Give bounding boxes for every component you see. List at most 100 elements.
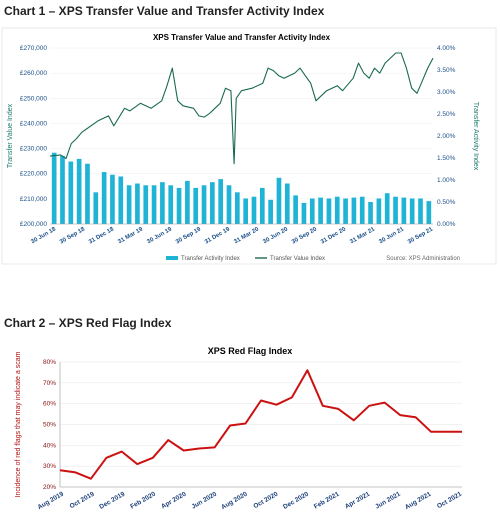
chart1-legend-line-label: Transfer Value Index xyxy=(270,256,325,262)
chart1-xtick: 31 Mar 20 xyxy=(233,226,260,245)
chart1-bar xyxy=(235,192,240,224)
chart1-title: XPS Transfer Value and Transfer Activity… xyxy=(153,33,331,42)
chart2-xtick: Feb 2020 xyxy=(129,490,157,510)
chart1-ytick-right: 1.00% xyxy=(437,177,456,184)
chart1-xtick: 30 Sep 20 xyxy=(291,226,319,245)
chart1-bar xyxy=(210,182,215,224)
chart1-bar xyxy=(268,199,273,224)
chart1-ytick-left: £210,000 xyxy=(20,196,47,203)
chart1-ytick-left: £260,000 xyxy=(20,70,47,77)
chart2-xtick: Oct 2020 xyxy=(252,490,279,510)
chart1-bar xyxy=(359,196,365,224)
chart1-xtick: 31 Mar 21 xyxy=(349,226,376,245)
chart2-ytick: 60% xyxy=(43,401,56,408)
chart1-bar xyxy=(85,163,90,224)
chart1-bar xyxy=(343,198,348,224)
chart1-bar xyxy=(409,198,415,224)
chart1-bar xyxy=(185,180,190,224)
chart1-ytick-left: £270,000 xyxy=(20,45,47,52)
chart1-frame xyxy=(1,27,497,265)
chart2-ytick: 30% xyxy=(43,463,56,470)
chart1-bar xyxy=(301,202,307,224)
chart2-heading: Chart 2 – XPS Red Flag Index xyxy=(4,316,172,330)
chart1-bar xyxy=(284,183,290,224)
chart1-bar xyxy=(226,185,232,224)
chart1-ytick-right: 3.00% xyxy=(437,89,456,96)
chart2-ytick: 70% xyxy=(43,380,56,387)
chart1-ytick-left: £230,000 xyxy=(20,146,47,153)
chart1-bar xyxy=(160,182,165,224)
chart2-xtick: Apr 2021 xyxy=(344,490,372,510)
chart2-xtick: Jun 2021 xyxy=(374,490,402,510)
chart1-xtick: 31 Mar 19 xyxy=(117,226,144,245)
chart1-xtick: 31 Dec 18 xyxy=(88,226,116,245)
chart1-heading: Chart 1 – XPS Transfer Value and Transfe… xyxy=(4,4,325,18)
chart1-bar xyxy=(176,187,182,224)
chart1-bar xyxy=(376,198,382,224)
chart1-bar xyxy=(93,192,99,224)
chart2-ytick: 40% xyxy=(43,442,56,449)
chart1-bar xyxy=(168,185,174,224)
chart1-legend-bar-swatch xyxy=(166,256,178,260)
chart1-bar xyxy=(318,197,323,224)
chart1-ytick-right: 0.50% xyxy=(437,199,456,206)
chart1-ylabel-right: Transfer Activity Index xyxy=(472,102,479,171)
chart2-svg: XPS Red Flag Index 20% 30% 40% 50% 60% 70% 80% I… xyxy=(15,346,463,511)
chart1-bar xyxy=(384,193,390,224)
chart1-ytick-right: 3.50% xyxy=(437,67,456,74)
chart2-xtick: Oct 2021 xyxy=(436,490,463,510)
chart1-ytick-right: 2.00% xyxy=(437,133,456,140)
chart1-bar xyxy=(201,185,207,224)
chart2-ylabel: Incidence of red flags that may indicate… xyxy=(15,351,22,497)
chart2-ytick: 80% xyxy=(43,359,56,366)
chart1-svg: XPS Transfer Value and Transfer Activity… xyxy=(1,27,497,265)
chart1-xtick: 31 Dec 19 xyxy=(204,226,232,245)
chart1-bar xyxy=(393,196,398,224)
chart1-xtick: 30 Jun 21 xyxy=(378,226,405,245)
chart1-bar xyxy=(143,185,149,224)
chart2-xtick: Oct 2019 xyxy=(69,490,96,510)
chart1-ytick-left: £200,000 xyxy=(20,221,47,228)
chart1-xtick: 30 Sep 21 xyxy=(407,226,435,245)
chart1-bar xyxy=(126,185,132,224)
chart1-bar xyxy=(193,187,199,224)
chart1-xtick: 30 Jun 20 xyxy=(262,226,289,245)
chart1-bar xyxy=(401,197,407,224)
chart1-bar xyxy=(135,183,140,224)
chart1-bar xyxy=(326,198,332,224)
chart1-bar xyxy=(60,155,65,224)
chart1-bar xyxy=(259,187,265,224)
chart2-xtick: Feb 2021 xyxy=(313,490,341,510)
chart1-bar xyxy=(418,198,423,224)
chart2-xtick: Dec 2020 xyxy=(282,490,310,510)
chart1-ytick-right: 0.00% xyxy=(437,221,456,228)
chart1-bar xyxy=(309,198,315,224)
chart1-ytick-right: 1.50% xyxy=(437,155,456,162)
chart1-bar xyxy=(101,172,107,224)
chart1-line-transfer-value xyxy=(49,52,434,165)
chart1-bar xyxy=(151,185,157,224)
chart2-xtick: Jun 2020 xyxy=(190,490,218,510)
chart1-bar xyxy=(351,197,357,224)
chart1-ytick-left: £220,000 xyxy=(20,171,47,178)
chart1-bar xyxy=(426,201,432,224)
chart1-bar xyxy=(51,152,57,224)
chart2-title: XPS Red Flag Index xyxy=(208,346,293,356)
chart1-legend-bar-label: Transfer Activity Index xyxy=(181,256,240,262)
chart1-xtick: 30 Jun 19 xyxy=(146,226,173,245)
chart1-xtick: 31 Dec 20 xyxy=(320,226,348,245)
chart2-ytick: 20% xyxy=(43,484,56,491)
chart1-bar xyxy=(368,202,373,224)
chart1-bar xyxy=(251,196,257,224)
chart1-bar xyxy=(334,196,340,224)
chart2-ytick: 50% xyxy=(43,422,56,429)
chart1-xtick: 30 Jun 18 xyxy=(30,226,57,245)
chart1-xtick: 30 Sep 18 xyxy=(59,226,87,245)
chart1-xtick: 30 Sep 19 xyxy=(175,226,203,245)
chart1-bar xyxy=(76,158,82,224)
chart1-bar xyxy=(68,161,74,224)
chart1-source: Source: XPS Administration xyxy=(386,256,460,262)
chart1-ytick-right: 4.00% xyxy=(437,45,456,52)
chart1-ylabel-left: Transfer Value Index xyxy=(7,103,14,168)
chart1-bar xyxy=(276,177,282,224)
